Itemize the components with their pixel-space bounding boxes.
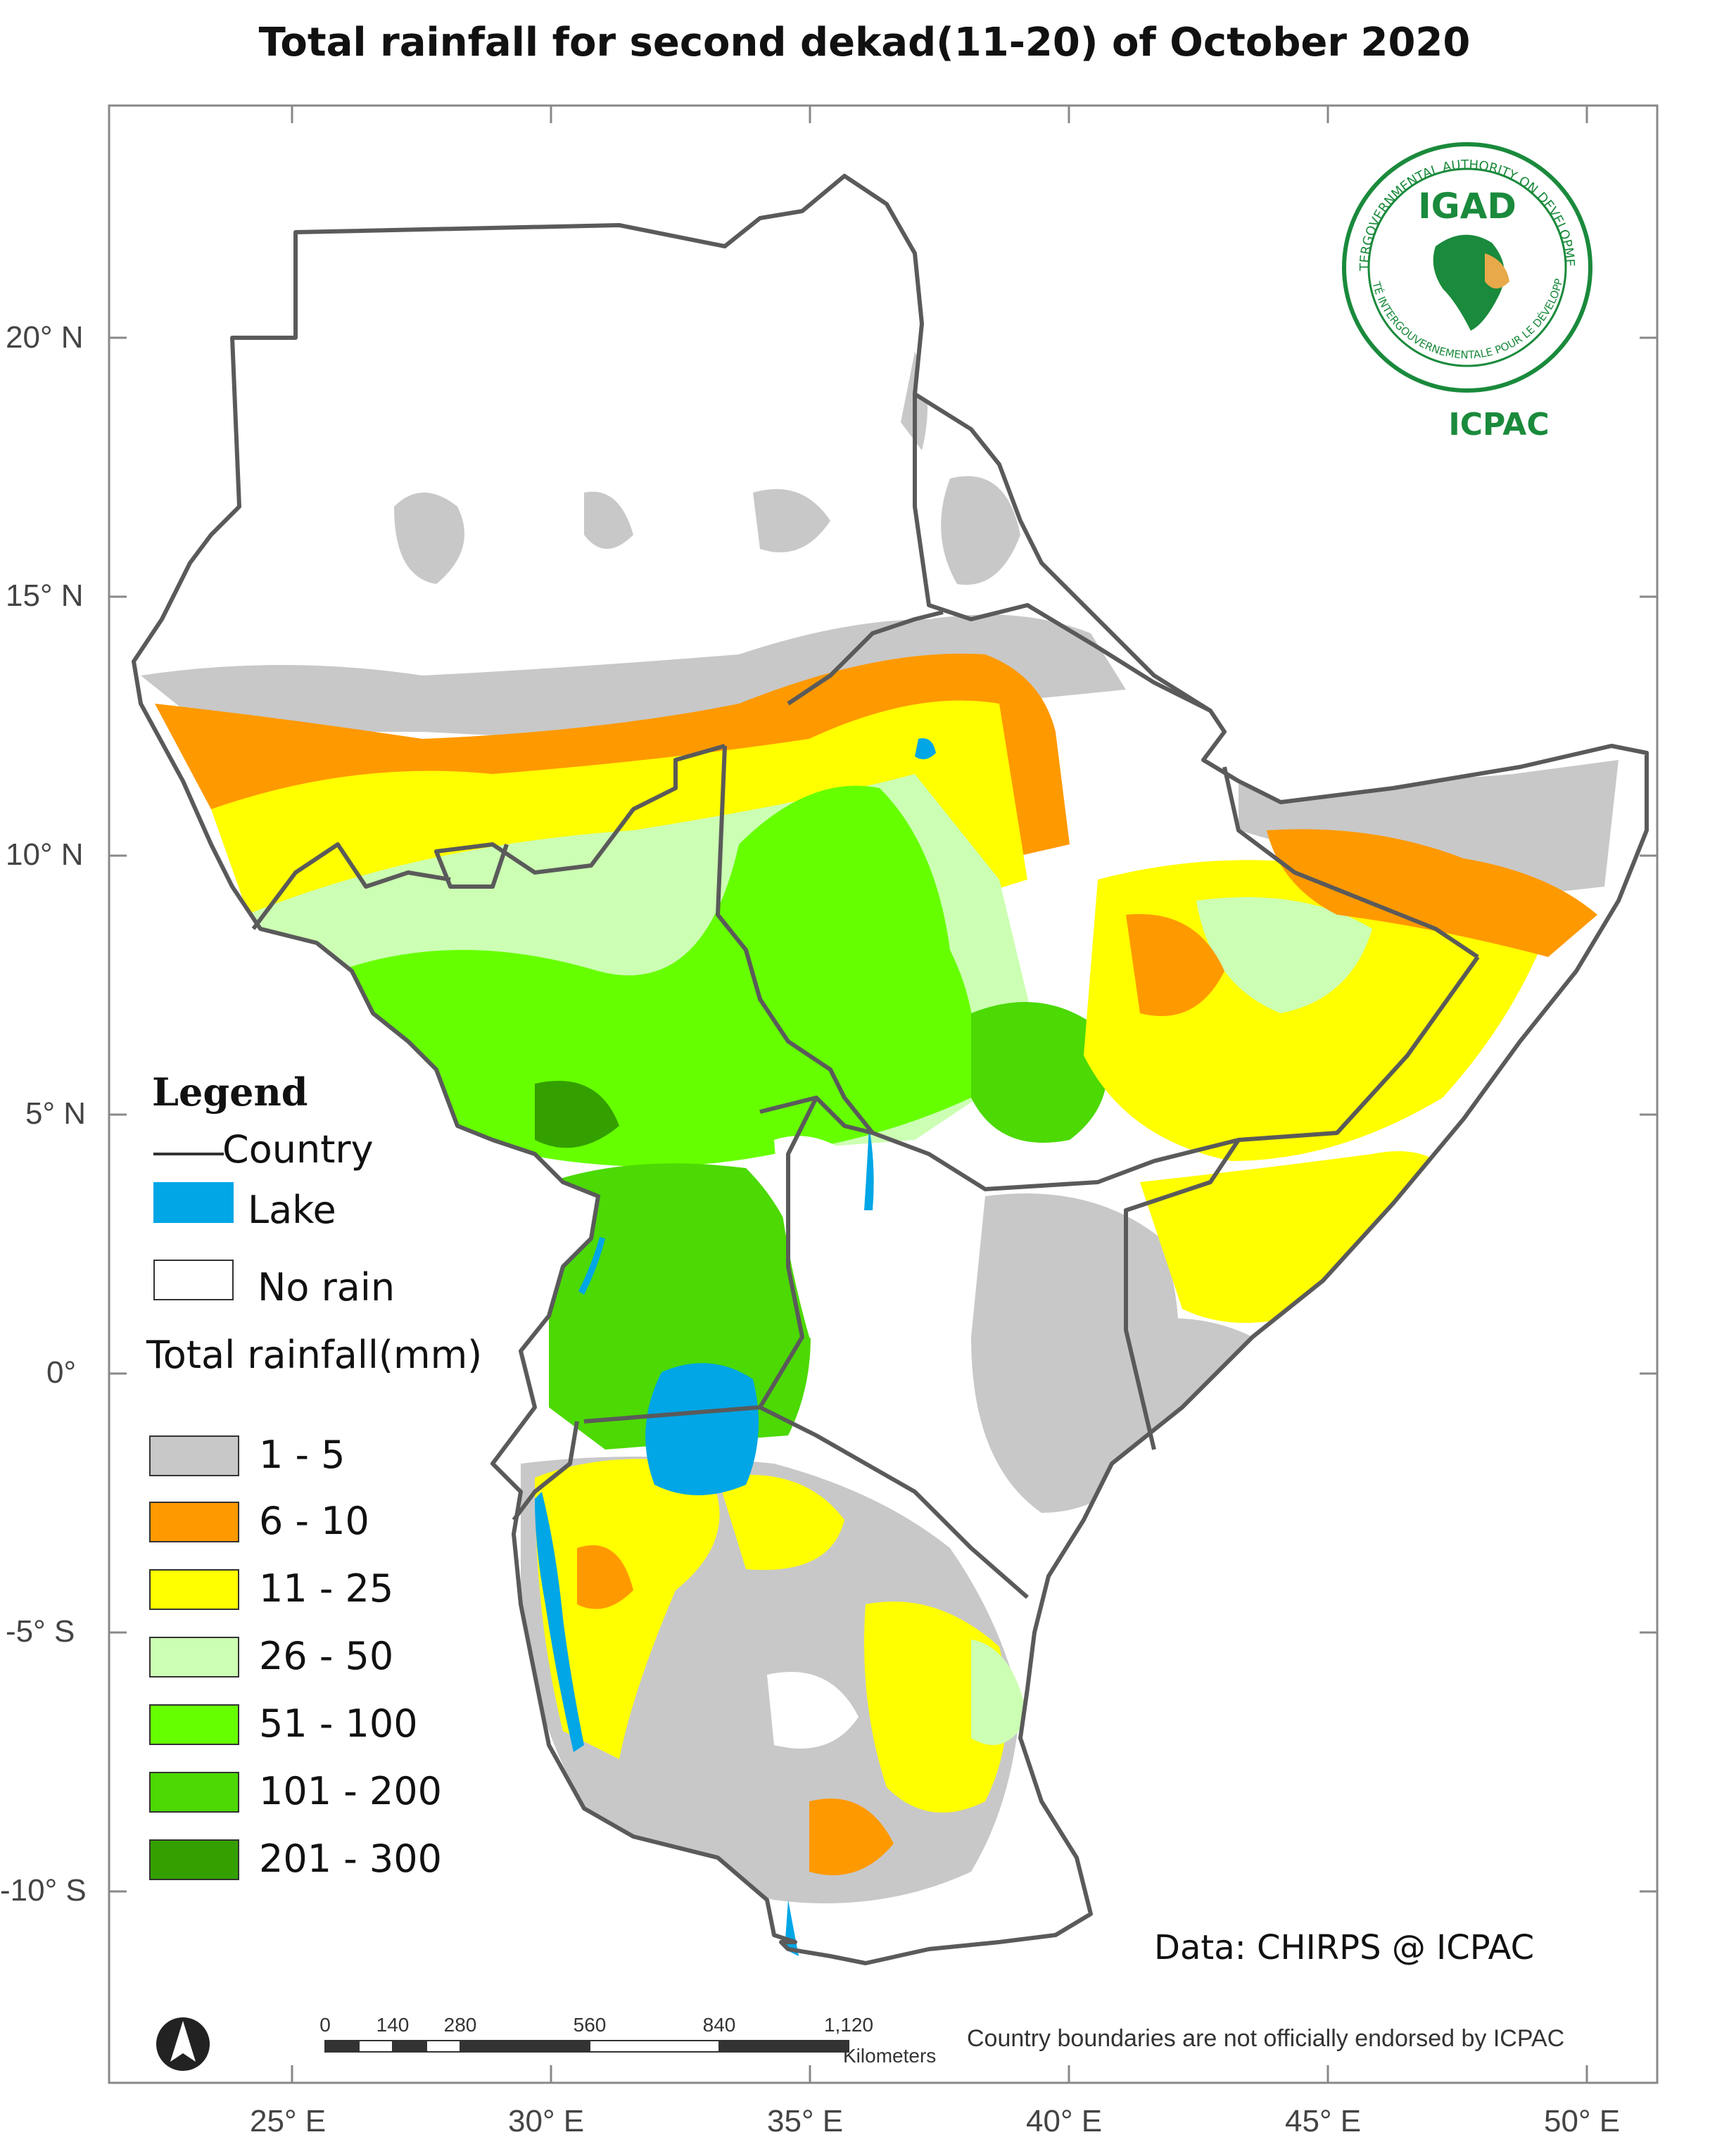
lat-label: 20° N: [6, 320, 84, 355]
scale-tick: 1,120: [823, 2014, 874, 2036]
class-swatch: [149, 1569, 239, 1610]
scale-tick: 140: [376, 2014, 410, 2036]
class-label: 26 - 50: [259, 1634, 394, 1678]
scale-tick: 560: [573, 2014, 607, 2036]
country-borders: [134, 176, 1647, 1963]
class-label: 101 - 200: [259, 1769, 442, 1813]
lat-label: 15° N: [6, 578, 84, 613]
map-title: Total rainfall for second dekad(11-20) o…: [258, 20, 1471, 65]
lon-label: 50° E: [1544, 2104, 1621, 2138]
lat-label: 5° N: [25, 1096, 87, 1131]
class-swatch: [149, 1839, 239, 1880]
lakes: [535, 738, 936, 1956]
lat-label: -10° S: [0, 1873, 87, 1908]
logo-org: ICPAC: [1448, 407, 1550, 443]
logo-ring-top: INTERGOVERNMENTAL AUTHORITY ON DEVELOPME…: [0, 0, 1577, 272]
lon-label: 30° E: [508, 2104, 585, 2138]
class-swatch: [149, 1435, 239, 1476]
logo-name: IGAD: [1418, 186, 1516, 227]
class-swatch: [149, 1637, 239, 1678]
legend-lake-label: Lake: [248, 1188, 336, 1232]
class-label: 6 - 10: [259, 1499, 369, 1543]
class-swatch: [149, 1772, 239, 1813]
igad-logo: [1342, 142, 1592, 393]
class-label: 51 - 100: [259, 1701, 418, 1746]
lake-swatch: [153, 1182, 234, 1223]
class-label: 1 - 5: [259, 1433, 346, 1477]
lon-label: 25° E: [250, 2104, 327, 2138]
lon-label: 40° E: [1026, 2104, 1103, 2138]
class-swatch: [149, 1704, 239, 1745]
scale-tick: 0: [319, 2014, 331, 2036]
lat-label: 0°: [46, 1355, 77, 1390]
logo-ring-bottom: AUTORITÉ INTERGOUVERNEMENTALE POUR LE DÉ…: [0, 0, 1566, 361]
data-credit: Data: CHIRPS @ ICPAC: [1154, 1928, 1535, 1967]
country-line-swatch: [153, 1153, 224, 1155]
disclaimer: Country boundaries are not officially en…: [967, 2025, 1565, 2052]
legend-rainfall-heading: Total rainfall(mm): [146, 1333, 483, 1377]
legend-country-label: Country: [222, 1127, 374, 1172]
scale-unit: Kilometers: [843, 2045, 937, 2067]
lon-label: 35° E: [767, 2104, 844, 2138]
scale-tick: 280: [443, 2014, 477, 2036]
north-arrow-icon: [156, 2017, 210, 2071]
lat-label: -5° S: [6, 1614, 75, 1649]
class-label: 201 - 300: [259, 1837, 442, 1881]
legend-no-rain-label: No rain: [258, 1265, 395, 1310]
class-swatch: [149, 1502, 239, 1542]
scale-bar: [324, 2040, 849, 2053]
lon-label: 45° E: [1285, 2104, 1362, 2138]
legend-heading: Legend: [152, 1070, 308, 1115]
class-label: 11 - 25: [259, 1566, 394, 1611]
no-rain-swatch: [153, 1260, 234, 1300]
lat-label: 10° N: [6, 837, 84, 872]
logo-text-layer: INTERGOVERNMENTAL AUTHORITY ON DEVELOPME…: [0, 0, 1577, 361]
graticule-ticks: [109, 106, 1657, 2083]
scale-tick: 840: [702, 2014, 736, 2036]
